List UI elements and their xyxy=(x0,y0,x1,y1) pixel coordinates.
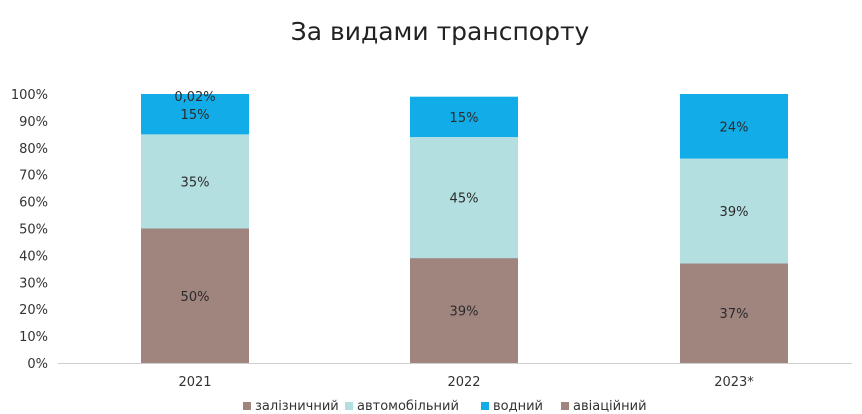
x-axis: 2021 2022 2023* xyxy=(58,363,852,390)
legend-swatch xyxy=(561,402,569,410)
data-label: 15% xyxy=(450,111,479,126)
legend-label: водний xyxy=(493,399,543,414)
x-tick-label: 2023* xyxy=(714,375,754,390)
y-tick-label: 40% xyxy=(19,249,48,264)
legend: залізничний автомобільний водний авіаційний xyxy=(243,399,647,414)
y-axis: 0% 10% 20% 30% 40% 50% 60% 70% 80% 90% 100% xyxy=(11,88,48,372)
bar-segment xyxy=(141,94,249,135)
data-label: 39% xyxy=(720,205,749,220)
bar-segment xyxy=(410,96,518,138)
y-tick-label: 60% xyxy=(19,196,48,211)
data-label: 50% xyxy=(181,290,210,305)
y-tick-label: 50% xyxy=(19,223,48,238)
data-label: 0,02% xyxy=(174,90,215,105)
bar-segment xyxy=(680,94,788,159)
data-label: 35% xyxy=(181,175,210,190)
legend-swatch xyxy=(243,402,251,410)
legend-label: автомобільний xyxy=(357,399,459,414)
bar-segment xyxy=(410,137,518,259)
y-tick-label: 80% xyxy=(19,142,48,157)
x-tick-label: 2022 xyxy=(447,375,480,390)
legend-label: залізничний xyxy=(255,399,339,414)
y-tick-label: 30% xyxy=(19,276,48,291)
data-label: 15% xyxy=(181,108,210,123)
bar-segment xyxy=(410,258,518,363)
bar-segment xyxy=(680,263,788,363)
y-tick-label: 100% xyxy=(11,88,48,103)
x-tick-label: 2021 xyxy=(178,375,211,390)
data-label: 39% xyxy=(450,305,479,320)
bar-segment xyxy=(141,134,249,229)
data-label: 37% xyxy=(720,307,749,322)
data-label: 45% xyxy=(450,192,479,207)
data-label: 24% xyxy=(720,120,749,135)
bars: 50% 35% 15% 0,02% 39% 45% 15% 37% 39% 24% xyxy=(141,90,788,363)
legend-swatch xyxy=(345,402,353,410)
y-tick-label: 10% xyxy=(19,330,48,345)
bar-segment xyxy=(680,158,788,264)
bar-segment xyxy=(141,228,249,363)
chart-title: За видами транспорту xyxy=(291,17,590,46)
y-tick-label: 70% xyxy=(19,169,48,184)
legend-label: авіаційний xyxy=(573,399,647,414)
legend-swatch xyxy=(481,402,489,410)
y-tick-label: 20% xyxy=(19,303,48,318)
y-tick-label: 0% xyxy=(27,357,48,372)
y-tick-label: 90% xyxy=(19,115,48,130)
